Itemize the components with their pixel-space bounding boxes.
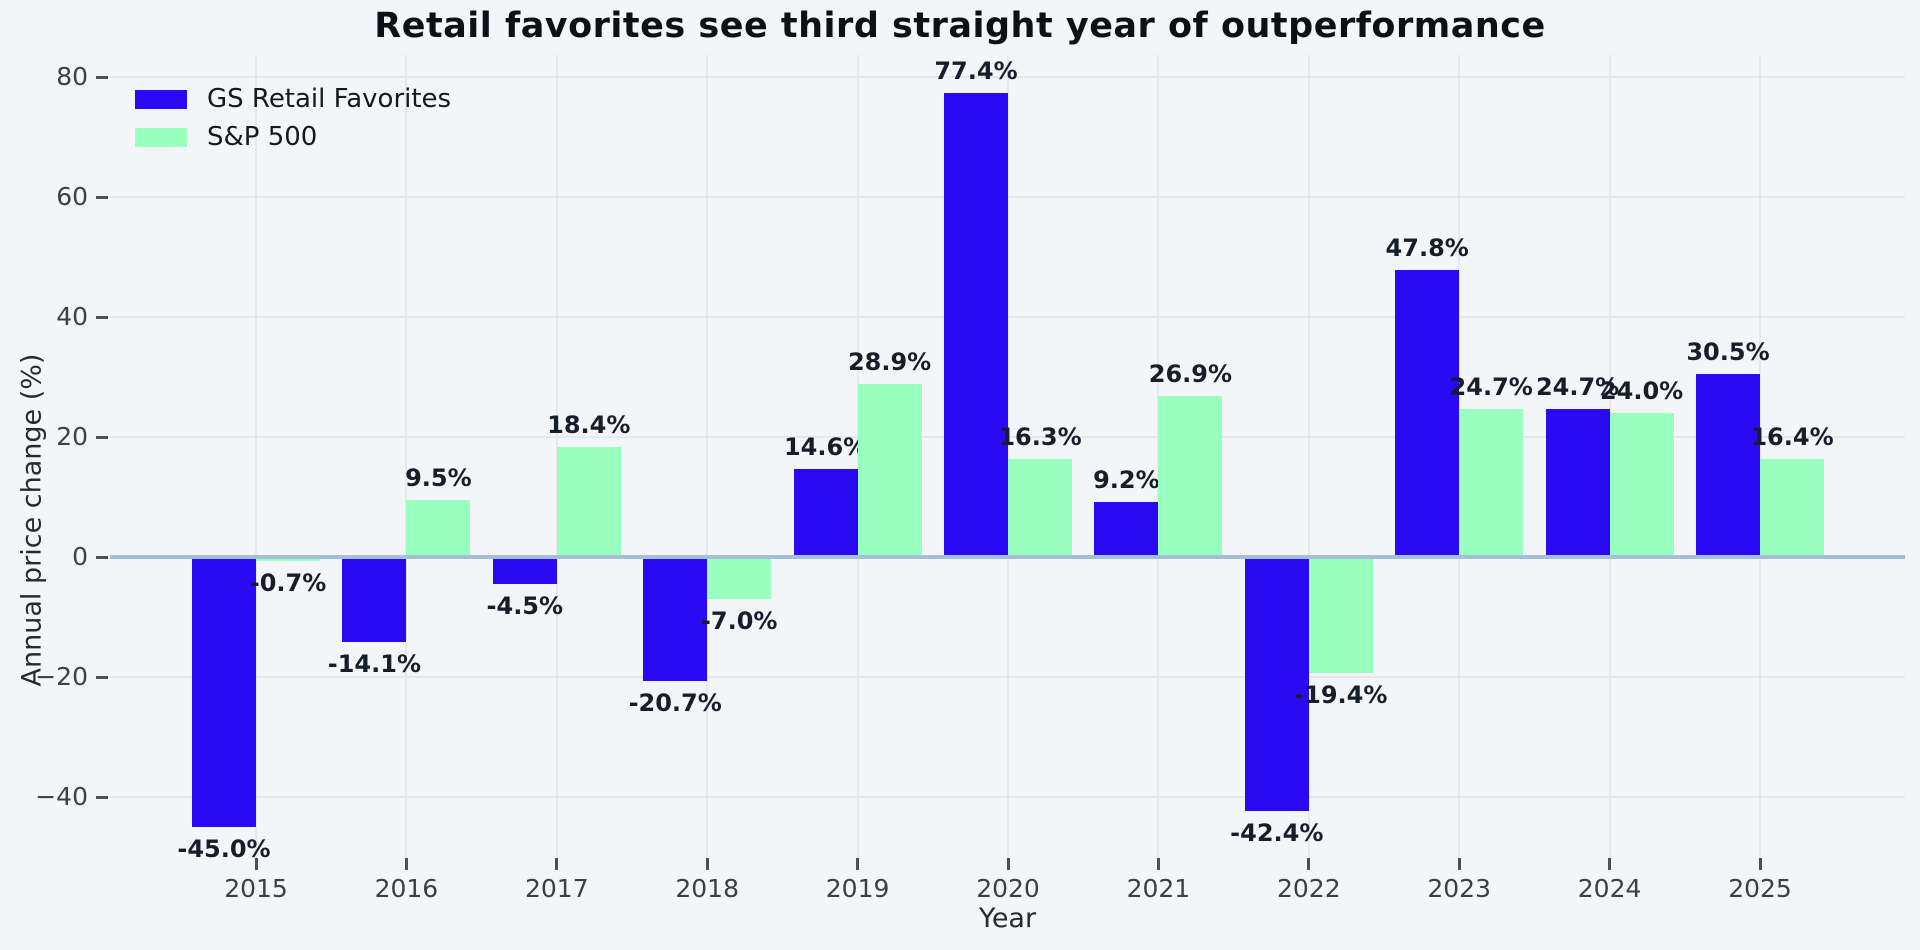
bar-s-p-500-2019 bbox=[857, 383, 922, 557]
value-label-gs-retail-favorites-2017: -4.5% bbox=[486, 592, 564, 620]
bar-gs-retail-favorites-2018 bbox=[643, 557, 708, 682]
x-tick-mark-2023 bbox=[1457, 858, 1461, 870]
chart-title: Retail favorites see third straight year… bbox=[374, 6, 1546, 46]
x-tick-label-2023: 2023 bbox=[1427, 874, 1491, 903]
value-label-s-p-500-2019: 28.9% bbox=[847, 347, 932, 376]
x-tick-label-2019: 2019 bbox=[825, 874, 890, 903]
x-tick-mark-2021 bbox=[1156, 858, 1160, 870]
y-tick-label-40: 40 bbox=[56, 302, 88, 331]
legend-item-gs-retail-favorites: GS Retail Favorites bbox=[135, 80, 451, 118]
bar-s-p-500-2022 bbox=[1308, 557, 1373, 674]
x-tick-mark-2018 bbox=[705, 858, 709, 870]
value-label-gs-retail-favorites-2015: -45.0% bbox=[177, 835, 271, 863]
x-tick-label-2015: 2015 bbox=[224, 874, 288, 903]
y-tick-mark-60 bbox=[96, 195, 108, 199]
y-tick-label-60: 60 bbox=[56, 182, 88, 211]
bar-gs-retail-favorites-2017 bbox=[492, 557, 557, 584]
x-tick-label-2022: 2022 bbox=[1276, 874, 1341, 903]
value-label-gs-retail-favorites-2016: -14.1% bbox=[327, 649, 421, 678]
x-tick-label-2017: 2017 bbox=[524, 874, 589, 903]
x-tick-label-2025: 2025 bbox=[1728, 874, 1792, 903]
bar-s-p-500-2025 bbox=[1760, 458, 1824, 557]
value-label-gs-retail-favorites-2020: 77.4% bbox=[934, 56, 1018, 85]
x-tick-label-2024: 2024 bbox=[1577, 874, 1642, 903]
x-axis-label: Year bbox=[978, 903, 1037, 934]
y-tick-mark-20 bbox=[96, 435, 108, 439]
y-tick-mark--40 bbox=[96, 795, 108, 799]
bar-gs-retail-favorites-2015 bbox=[192, 557, 256, 827]
gridline-horizontal--40 bbox=[110, 796, 1905, 798]
gridline-horizontal-80 bbox=[110, 76, 1905, 78]
legend-swatch-gs-retail-favorites bbox=[135, 89, 187, 109]
y-tick-label--20: −20 bbox=[35, 662, 88, 691]
y-tick-label-20: 20 bbox=[56, 422, 88, 451]
value-label-gs-retail-favorites-2024: 24.7% bbox=[1535, 372, 1620, 401]
gridline-horizontal--20 bbox=[110, 676, 1905, 678]
gridline-vertical-2022 bbox=[1307, 55, 1310, 870]
bar-s-p-500-2023 bbox=[1459, 408, 1524, 557]
y-tick-label-80: 80 bbox=[56, 62, 88, 91]
bar-s-p-500-2021 bbox=[1158, 395, 1223, 557]
x-tick-label-2016: 2016 bbox=[374, 874, 439, 903]
x-tick-label-2018: 2018 bbox=[675, 874, 739, 903]
gridline-vertical-2016 bbox=[405, 55, 408, 870]
value-label-s-p-500-2022: -19.4% bbox=[1294, 681, 1388, 710]
bar-gs-retail-favorites-2019 bbox=[793, 469, 858, 557]
legend-label-gs-retail-favorites: GS Retail Favorites bbox=[207, 84, 452, 114]
x-tick-mark-2015 bbox=[254, 858, 258, 870]
value-label-gs-retail-favorites-2021: 9.2% bbox=[1093, 465, 1160, 494]
value-label-gs-retail-favorites-2018: -20.7% bbox=[628, 689, 722, 718]
legend-item-s-p-500: S&P 500 bbox=[135, 118, 451, 156]
x-tick-mark-2016 bbox=[404, 858, 408, 870]
zero-baseline bbox=[110, 555, 1905, 559]
x-tick-label-2020: 2020 bbox=[976, 874, 1040, 903]
bar-s-p-500-2024 bbox=[1609, 413, 1674, 557]
value-label-gs-retail-favorites-2023: 47.8% bbox=[1385, 234, 1469, 263]
x-tick-mark-2022 bbox=[1307, 858, 1311, 870]
bar-s-p-500-2020 bbox=[1008, 459, 1072, 557]
bar-gs-retail-favorites-2020 bbox=[944, 92, 1008, 557]
value-label-s-p-500-2023: 24.7% bbox=[1449, 372, 1533, 401]
x-tick-mark-2024 bbox=[1608, 858, 1612, 870]
gridline-vertical-2018 bbox=[706, 55, 709, 870]
value-label-s-p-500-2018: -7.0% bbox=[700, 607, 778, 635]
x-tick-mark-2020 bbox=[1006, 858, 1010, 870]
bar-s-p-500-2015 bbox=[256, 557, 320, 562]
bar-gs-retail-favorites-2023 bbox=[1395, 270, 1460, 557]
value-label-s-p-500-2025: 16.4% bbox=[1750, 422, 1834, 451]
bar-s-p-500-2017 bbox=[556, 446, 621, 557]
bar-gs-retail-favorites-2024 bbox=[1545, 408, 1610, 557]
bar-gs-retail-favorites-2016 bbox=[342, 557, 407, 642]
y-tick-label--40: −40 bbox=[35, 782, 88, 811]
y-tick-mark--20 bbox=[96, 675, 108, 679]
bar-gs-retail-favorites-2021 bbox=[1094, 501, 1159, 557]
value-label-gs-retail-favorites-2019: 14.6% bbox=[783, 433, 868, 462]
value-label-s-p-500-2017: 18.4% bbox=[547, 410, 631, 439]
bar-gs-retail-favorites-2025 bbox=[1696, 374, 1760, 557]
value-label-gs-retail-favorites-2025: 30.5% bbox=[1686, 338, 1770, 366]
value-label-s-p-500-2021: 26.9% bbox=[1148, 359, 1233, 388]
value-label-s-p-500-2024: 24.0% bbox=[1599, 377, 1684, 405]
y-tick-mark-80 bbox=[96, 75, 108, 79]
x-tick-label-2021: 2021 bbox=[1126, 874, 1191, 903]
legend: GS Retail Favorites S&P 500 bbox=[135, 80, 451, 156]
value-label-gs-retail-favorites-2022: -42.4% bbox=[1230, 819, 1324, 848]
x-tick-mark-2019 bbox=[856, 858, 860, 870]
bar-gs-retail-favorites-2022 bbox=[1244, 557, 1309, 812]
x-tick-mark-2017 bbox=[555, 858, 559, 870]
legend-label-s-p-500: S&P 500 bbox=[207, 122, 318, 152]
legend-swatch-s-p-500 bbox=[135, 127, 187, 147]
gridline-vertical-2015 bbox=[255, 55, 257, 870]
value-label-s-p-500-2016: 9.5% bbox=[405, 464, 472, 492]
y-tick-mark-40 bbox=[96, 315, 108, 319]
value-label-s-p-500-2015: -0.7% bbox=[249, 569, 327, 598]
bar-s-p-500-2016 bbox=[406, 500, 471, 557]
bar-s-p-500-2018 bbox=[707, 557, 772, 599]
value-label-s-p-500-2020: 16.3% bbox=[998, 423, 1082, 452]
x-tick-mark-2025 bbox=[1758, 858, 1762, 870]
y-tick-label-0: 0 bbox=[72, 542, 88, 571]
y-tick-mark-0 bbox=[96, 555, 108, 559]
